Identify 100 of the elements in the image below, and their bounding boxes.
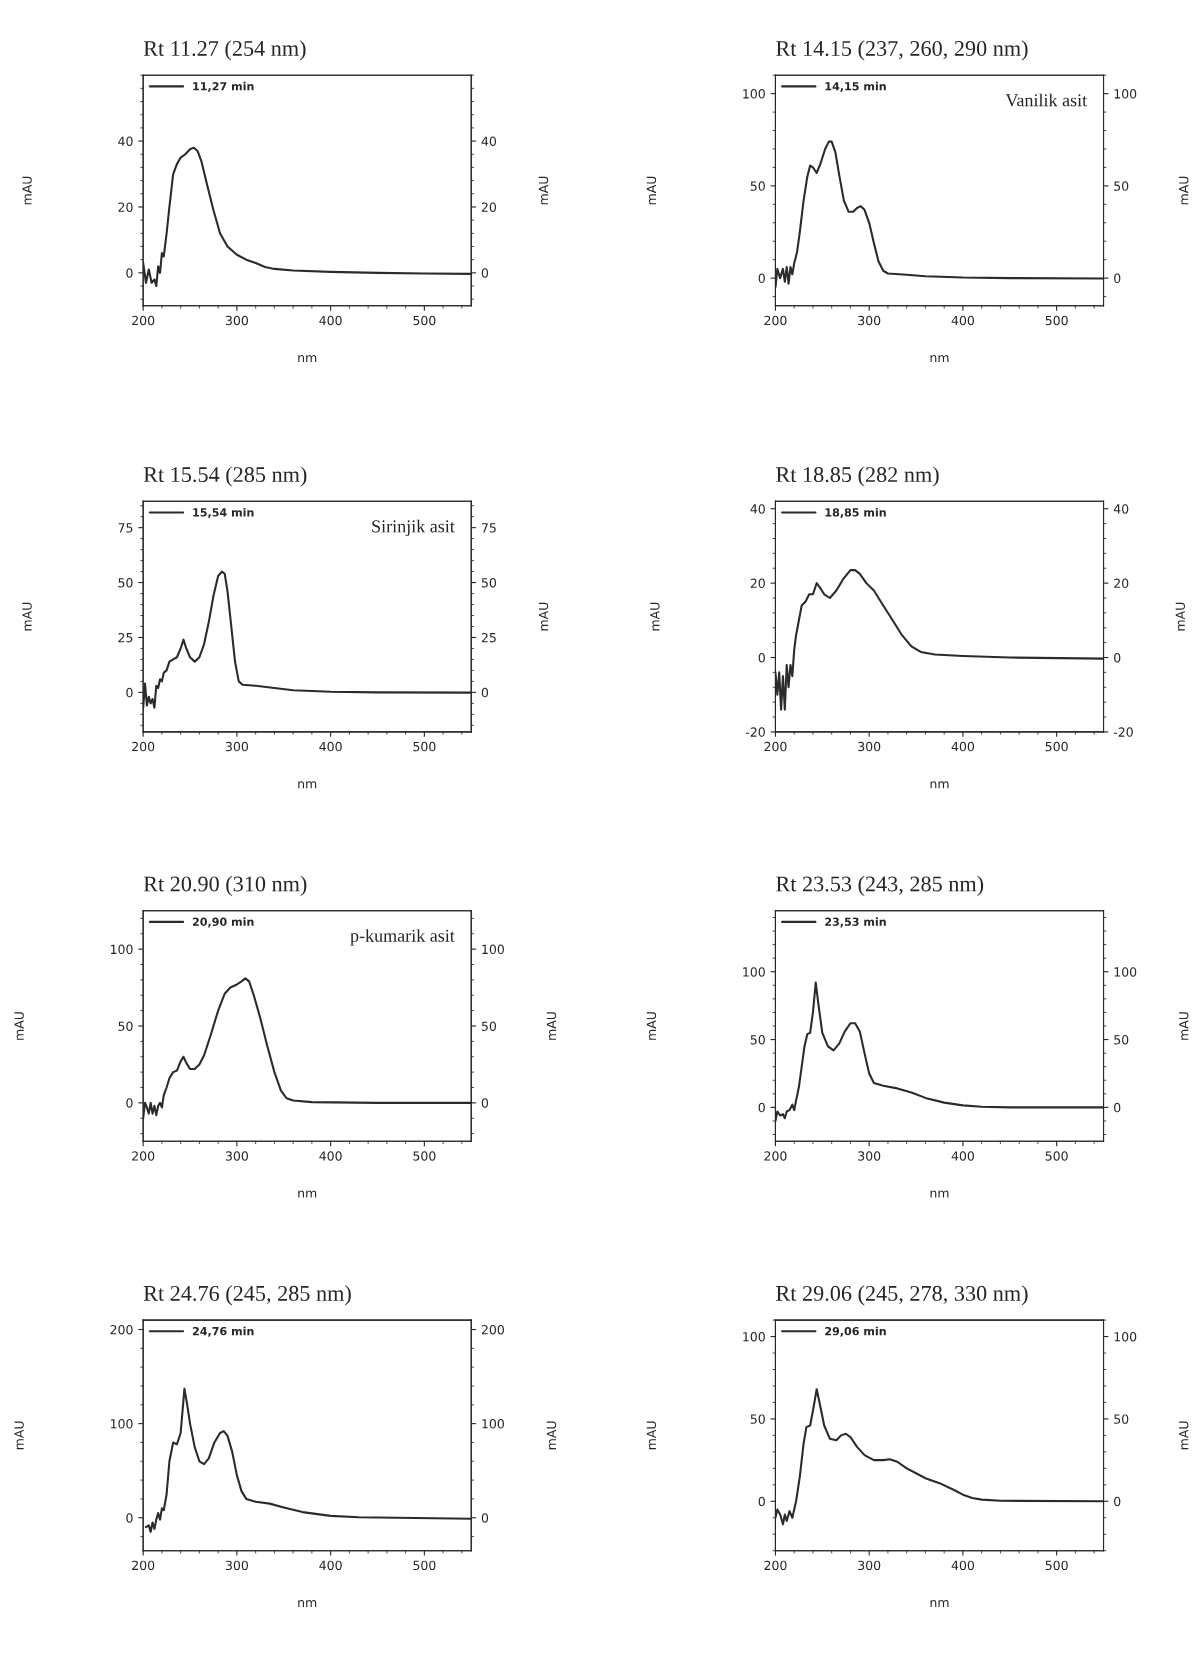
x-tick-label: 400: [319, 741, 342, 752]
y-tick-label: 100: [743, 89, 765, 99]
y-tick-label: 0: [758, 273, 765, 284]
y2-tick-label: 40: [1113, 504, 1129, 514]
chart-title: Rt 24.76 (245, 285 nm): [143, 1285, 351, 1306]
y2-tick-label: 20: [1114, 578, 1129, 589]
chart-title: Rt 20.90 (310 nm): [143, 875, 307, 896]
y2-tick-label: 50: [1114, 181, 1129, 191]
y-axis-title: mAU: [22, 176, 32, 205]
x-tick-label: 400: [951, 315, 975, 326]
y2-axis-title: mAU: [546, 1421, 557, 1450]
y2-tick-label: 0: [481, 687, 489, 698]
y2-tick-label: 0: [1114, 1496, 1121, 1507]
chart-title: Rt 14.15 (237, 260, 290 nm): [776, 40, 1028, 61]
x-axis-title: nm: [930, 1600, 949, 1608]
x-tick-label: 400: [951, 1560, 975, 1571]
y2-tick-label: 0: [1114, 273, 1121, 284]
y-axis-title: mAU: [14, 1421, 24, 1450]
y-axis-title: mAU: [14, 1012, 24, 1040]
y2-axis-title: mAU: [546, 1012, 557, 1040]
y2-axis-title: mAU: [1179, 1012, 1189, 1040]
x-tick-label: 300: [858, 1151, 881, 1161]
x-axis-title: nm: [930, 355, 949, 363]
y2-tick-label: 100: [1114, 1332, 1137, 1342]
legend-label: 29,06 min: [825, 1326, 886, 1337]
x-axis-title: nm: [298, 781, 317, 789]
y-tick-label: 100: [743, 967, 765, 977]
annotation: Sirinjik asit: [372, 519, 455, 537]
y-tick-label: 40: [750, 504, 765, 514]
y-tick-label: 25: [118, 632, 133, 643]
y2-axis-title: mAU: [1175, 602, 1186, 631]
y2-tick-label: 200: [481, 1324, 504, 1335]
y2-axis-title: mAU: [1179, 176, 1189, 205]
x-tick-label: 500: [1045, 315, 1068, 326]
y-tick-label: 100: [110, 1419, 133, 1429]
y2-tick-label: 100: [1114, 967, 1137, 977]
y2-tick-label: 0: [481, 268, 489, 278]
y-tick-label: 50: [750, 181, 765, 191]
x-tick-label: 300: [858, 1560, 881, 1571]
y-tick-label: 100: [743, 1332, 765, 1342]
x-axis-title: nm: [298, 1190, 317, 1198]
y-tick-label: 50: [750, 1035, 765, 1045]
x-tick-label: 500: [413, 315, 436, 326]
y-tick-label: 0: [126, 1098, 133, 1108]
x-tick-label: 500: [413, 1560, 436, 1571]
y2-tick-label: 20: [481, 202, 497, 212]
y2-tick-label: 50: [1114, 1414, 1129, 1424]
y-tick-label: 0: [758, 652, 765, 663]
x-axis-title: nm: [298, 355, 317, 363]
y-tick-label: 0: [126, 687, 133, 698]
y-tick-label: 0: [126, 268, 133, 278]
legend-label: 11,27 min: [193, 81, 254, 92]
x-tick-label: 300: [225, 1560, 248, 1571]
y-tick-label: 100: [110, 944, 133, 955]
x-tick-label: 300: [225, 315, 248, 326]
x-tick-label: 500: [413, 741, 436, 752]
y-tick-label: 50: [750, 1414, 765, 1424]
y2-tick-label: 25: [481, 632, 496, 643]
y-axis-title: mAU: [22, 602, 32, 631]
x-axis-title: nm: [930, 1190, 949, 1198]
y-axis-title: mAU: [650, 602, 660, 631]
x-tick-label: 300: [225, 1151, 248, 1161]
y2-tick-label: 0: [1114, 652, 1121, 663]
y-tick-label: 75: [118, 523, 133, 533]
y-tick-label: 20: [118, 202, 133, 212]
legend-label: 14,15 min: [825, 81, 886, 92]
x-axis-title: nm: [930, 781, 949, 789]
y-axis-title: mAU: [646, 1012, 657, 1040]
y2-tick-label: 0: [481, 1098, 489, 1108]
chart-title: Rt 15.54 (285 nm): [143, 466, 307, 487]
x-tick-label: 500: [1045, 741, 1068, 752]
y-axis-title: mAU: [646, 176, 657, 205]
y-tick-label: 0: [126, 1513, 133, 1523]
chart-title: Rt 23.53 (243, 285 nm): [776, 875, 984, 896]
legend-label: 15,54 min: [193, 507, 254, 518]
chart-title: Rt 18.85 (282 nm): [776, 466, 939, 487]
y2-axis-title: mAU: [1179, 1421, 1189, 1450]
y-tick-label: 50: [118, 1021, 133, 1031]
y2-axis-title: mAU: [538, 602, 549, 631]
y-tick-label: 200: [110, 1324, 133, 1335]
x-tick-label: 300: [225, 741, 248, 752]
chart-title: Rt 29.06 (245, 278, 330 nm): [776, 1285, 1028, 1306]
y-tick-label: -20: [745, 727, 765, 737]
legend-label: 20,90 min: [192, 917, 254, 928]
y2-tick-label: 0: [1114, 1102, 1121, 1113]
y-tick-label: 50: [118, 578, 133, 588]
x-tick-label: 400: [319, 315, 342, 326]
y2-tick-label: 40: [481, 136, 497, 147]
x-tick-label: 300: [858, 315, 881, 326]
x-tick-label: 500: [1045, 1151, 1068, 1161]
x-axis-title: nm: [298, 1600, 317, 1608]
y-axis-title: mAU: [646, 1421, 657, 1450]
y2-tick-label: 50: [1114, 1035, 1129, 1045]
x-tick-label: 400: [951, 1151, 975, 1161]
y2-tick-label: 0: [481, 1513, 489, 1523]
chart-title: Rt 11.27 (254 nm): [143, 40, 306, 61]
y-tick-label: 20: [750, 578, 765, 589]
x-tick-label: 400: [319, 1151, 342, 1161]
x-tick-label: 500: [413, 1151, 436, 1161]
x-tick-label: 500: [1045, 1560, 1068, 1571]
